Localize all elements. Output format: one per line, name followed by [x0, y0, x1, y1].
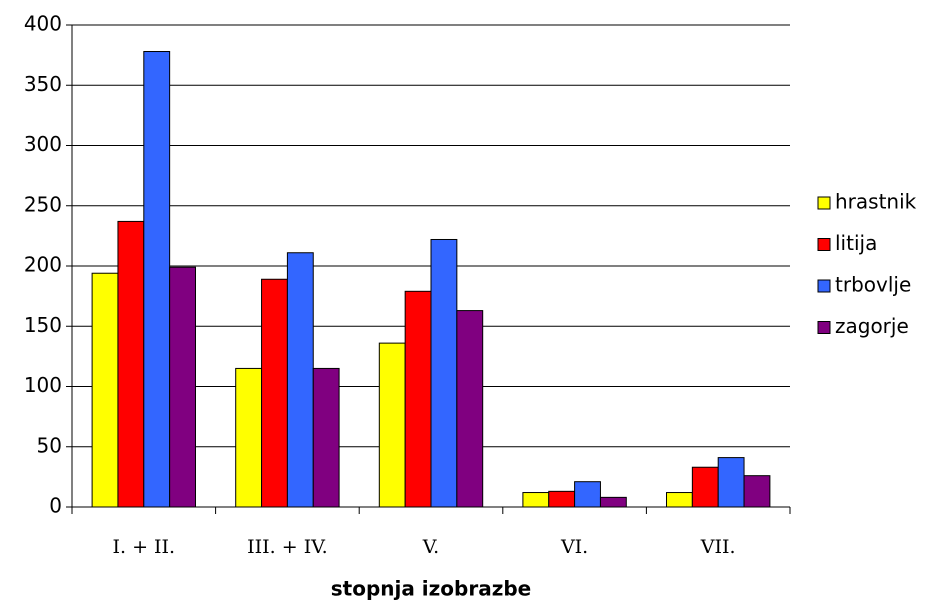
bar	[312, 367, 340, 508]
y-tick-label: 250	[24, 192, 62, 216]
bar	[666, 492, 693, 508]
bar	[456, 310, 484, 508]
bar	[235, 367, 263, 508]
bar	[169, 266, 196, 508]
bar	[691, 466, 719, 508]
legend-label: litija	[835, 231, 877, 255]
bar	[404, 290, 432, 508]
bar	[717, 457, 745, 508]
bar	[143, 51, 171, 508]
x-tick-label: I. + II.	[112, 536, 175, 558]
legend-label: trbovlje	[835, 273, 911, 297]
legend-label: zagorje	[835, 314, 909, 338]
bar	[378, 342, 406, 508]
y-tick-label: 300	[24, 132, 62, 156]
bar	[286, 252, 314, 508]
y-tick-label: 0	[49, 494, 62, 518]
legend-swatch	[817, 279, 831, 293]
bar	[743, 475, 771, 508]
bar	[599, 496, 627, 508]
y-tick-label: 50	[37, 433, 62, 457]
x-tick-label: VI.	[560, 536, 588, 558]
legend-swatch	[817, 238, 831, 251]
bar	[430, 238, 458, 508]
x-axis-label: stopnja izobrazbe	[331, 577, 532, 601]
x-tick-label: V.	[422, 536, 439, 558]
y-tick-label: 150	[24, 313, 62, 337]
bar	[91, 272, 119, 508]
legend-swatch	[817, 321, 831, 334]
legend-label: hrastnik	[835, 190, 917, 214]
bar	[261, 278, 288, 508]
legend-swatch	[817, 196, 831, 210]
x-tick-label: VII.	[700, 536, 736, 558]
y-tick-label: 400	[24, 12, 62, 36]
y-tick-label: 350	[24, 72, 62, 96]
bar	[574, 481, 601, 508]
y-tick-label: 100	[24, 373, 62, 397]
bar	[117, 220, 145, 508]
y-tick-label: 200	[24, 253, 62, 277]
bar	[522, 492, 550, 508]
bar	[548, 490, 576, 508]
x-tick-label: III. + IV.	[247, 536, 328, 558]
